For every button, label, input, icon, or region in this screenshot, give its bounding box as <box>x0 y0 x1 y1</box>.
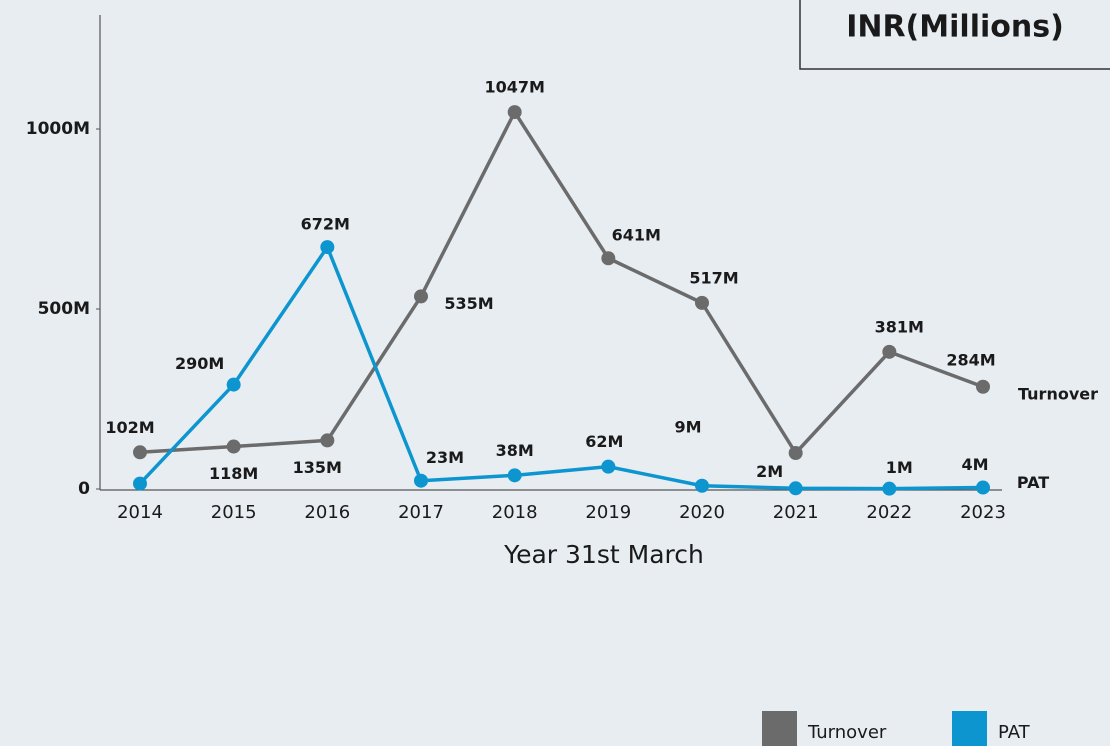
point <box>226 439 241 454</box>
point <box>414 289 428 304</box>
y-tick-label: 0 <box>78 479 90 499</box>
data-label: 1M <box>886 458 913 477</box>
point <box>788 481 803 496</box>
x-tick-label: 2021 <box>773 502 819 523</box>
x-tick-label: 2016 <box>304 502 350 523</box>
title-box <box>799 0 1110 70</box>
data-label: 4M <box>961 455 988 474</box>
data-label: 284M <box>946 350 995 369</box>
data-label: 1047M <box>484 78 544 97</box>
series-line <box>138 245 984 491</box>
data-label: 381M <box>875 317 924 336</box>
point <box>507 468 522 483</box>
y-tick-label: 500M <box>38 299 90 319</box>
series-line <box>139 110 984 455</box>
data-label: 9M <box>674 417 701 436</box>
legend-swatch <box>952 711 987 746</box>
x-tick-label: 2015 <box>211 502 257 523</box>
series-end-label: Turnover <box>1018 384 1098 403</box>
x-tick-label: 2017 <box>398 502 444 523</box>
point <box>788 446 803 460</box>
data-label: 135M <box>293 458 342 477</box>
data-label: 62M <box>585 432 623 451</box>
x-tick-label: 2022 <box>866 502 912 523</box>
point <box>133 476 147 491</box>
x-tick-label: 2023 <box>960 502 1006 523</box>
data-label: 290M <box>175 354 224 373</box>
data-label: 38M <box>496 441 534 460</box>
data-label: 118M <box>209 464 258 483</box>
x-tick-label: 2020 <box>679 502 725 523</box>
legend-swatch <box>762 711 797 746</box>
point <box>882 344 897 359</box>
data-label: 641M <box>612 226 661 245</box>
point <box>976 379 990 394</box>
legend-label: PAT <box>998 722 1031 743</box>
legend-label: Turnover <box>807 722 887 743</box>
data-label: 23M <box>426 448 464 467</box>
data-label: 517M <box>689 268 738 287</box>
x-tick-label: 2014 <box>117 502 163 523</box>
point <box>601 251 616 266</box>
x-tick-label: 2019 <box>585 502 631 523</box>
data-label: 535M <box>444 294 493 313</box>
point <box>320 433 335 448</box>
y-tick-label: 1000M <box>26 119 90 139</box>
chart-title: INR(Millions) <box>846 10 1064 45</box>
point <box>414 473 428 488</box>
point <box>882 481 897 496</box>
point <box>507 105 522 120</box>
point <box>695 478 709 493</box>
x-axis-label: Year 31st March <box>503 540 704 569</box>
data-label: 2M <box>756 462 783 481</box>
data-label: 672M <box>301 215 350 234</box>
point <box>133 445 147 460</box>
x-tick-label: 2018 <box>492 502 538 523</box>
point <box>976 480 990 495</box>
series-end-label: PAT <box>1017 473 1049 492</box>
data-label: 102M <box>105 418 154 437</box>
point <box>601 459 616 474</box>
point <box>226 377 241 392</box>
point <box>320 240 335 255</box>
point <box>695 295 709 310</box>
